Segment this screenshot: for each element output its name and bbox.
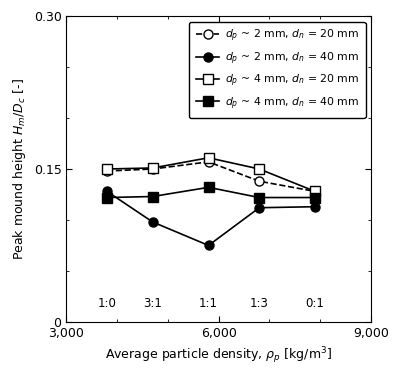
- Legend: $d_p$ ~ 2 mm, $d_n$ = 20 mm, $d_p$ ~ 2 mm, $d_n$ = 40 mm, $d_p$ ~ 4 mm, $d_n$ = : $d_p$ ~ 2 mm, $d_n$ = 20 mm, $d_p$ ~ 2 m…: [189, 21, 366, 118]
- $d_p$ ~ 2 mm, $d_n$ = 20 mm: [257, 179, 262, 184]
- $d_p$ ~ 4 mm, $d_n$ = 20 mm: [105, 167, 110, 171]
- $d_p$ ~ 4 mm, $d_n$ = 40 mm: [150, 194, 155, 199]
- $d_p$ ~ 2 mm, $d_n$ = 20 mm: [206, 159, 211, 164]
- Line: $d_p$ ~ 4 mm, $d_n$ = 20 mm: $d_p$ ~ 4 mm, $d_n$ = 20 mm: [102, 153, 320, 196]
- $d_p$ ~ 4 mm, $d_n$ = 20 mm: [313, 189, 318, 194]
- Line: $d_p$ ~ 2 mm, $d_n$ = 40 mm: $d_p$ ~ 2 mm, $d_n$ = 40 mm: [102, 187, 320, 250]
- Text: 0:1: 0:1: [306, 297, 324, 310]
- $d_p$ ~ 4 mm, $d_n$ = 40 mm: [105, 195, 110, 200]
- Line: $d_p$ ~ 4 mm, $d_n$ = 40 mm: $d_p$ ~ 4 mm, $d_n$ = 40 mm: [102, 183, 320, 202]
- $d_p$ ~ 4 mm, $d_n$ = 20 mm: [257, 167, 262, 171]
- $d_p$ ~ 2 mm, $d_n$ = 20 mm: [150, 167, 155, 171]
- $d_p$ ~ 2 mm, $d_n$ = 40 mm: [313, 204, 318, 209]
- Text: 3:1: 3:1: [143, 297, 162, 310]
- Y-axis label: Peak mound height $H_m/D_c$ [-]: Peak mound height $H_m/D_c$ [-]: [11, 78, 28, 260]
- $d_p$ ~ 4 mm, $d_n$ = 20 mm: [150, 166, 155, 170]
- $d_p$ ~ 4 mm, $d_n$ = 40 mm: [313, 195, 318, 200]
- Text: 1:3: 1:3: [250, 297, 269, 310]
- $d_p$ ~ 2 mm, $d_n$ = 40 mm: [257, 205, 262, 210]
- $d_p$ ~ 4 mm, $d_n$ = 40 mm: [206, 185, 211, 190]
- Line: $d_p$ ~ 2 mm, $d_n$ = 20 mm: $d_p$ ~ 2 mm, $d_n$ = 20 mm: [102, 157, 320, 196]
- X-axis label: Average particle density, $\rho_p$ [kg/m$^3$]: Average particle density, $\rho_p$ [kg/m…: [105, 345, 332, 366]
- $d_p$ ~ 2 mm, $d_n$ = 40 mm: [206, 243, 211, 248]
- $d_p$ ~ 2 mm, $d_n$ = 40 mm: [150, 220, 155, 224]
- Text: 1:1: 1:1: [199, 297, 218, 310]
- $d_p$ ~ 4 mm, $d_n$ = 40 mm: [257, 195, 262, 200]
- $d_p$ ~ 2 mm, $d_n$ = 20 mm: [105, 169, 110, 173]
- $d_p$ ~ 2 mm, $d_n$ = 20 mm: [313, 189, 318, 194]
- $d_p$ ~ 2 mm, $d_n$ = 40 mm: [105, 189, 110, 194]
- Text: 1:0: 1:0: [98, 297, 116, 310]
- $d_p$ ~ 4 mm, $d_n$ = 20 mm: [206, 156, 211, 160]
